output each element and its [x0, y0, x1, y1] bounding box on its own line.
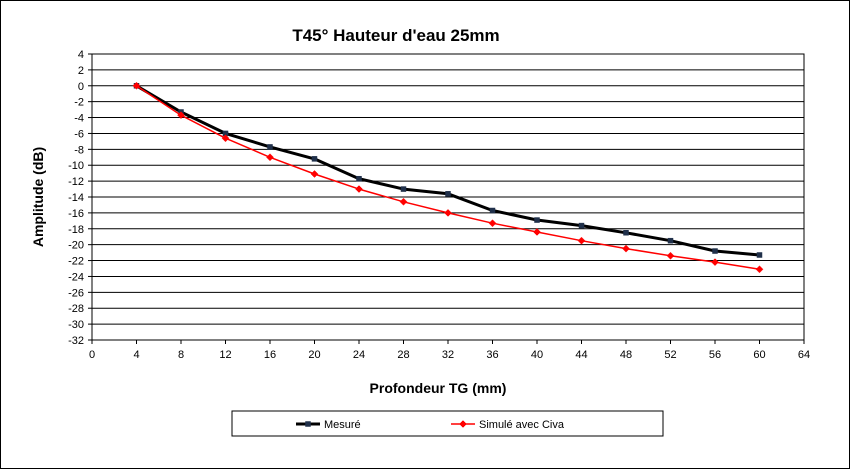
data-point	[399, 197, 408, 206]
chart-title: T45° Hauteur d'eau 25mm	[292, 26, 499, 45]
y-tick-label: -28	[68, 303, 84, 315]
y-tick-labels: 4 2 0 -2 -4 -6 -8 -10 -12 -14 -16 -18 -20 -22 -24 -26 -2…	[68, 49, 84, 347]
y-tick-label: -16	[68, 208, 84, 220]
data-point	[489, 207, 496, 214]
y-tick-label: -18	[68, 224, 84, 236]
data-point	[445, 191, 451, 197]
x-tick-label: 44	[575, 349, 587, 361]
y-tick-label: -20	[68, 240, 84, 252]
x-tick-label: 36	[486, 349, 498, 361]
x-tick-label: 48	[620, 349, 632, 361]
y-tick-label: -26	[68, 287, 84, 299]
x-tick-label: 20	[308, 349, 320, 361]
x-axis-title: Profondeur TG (mm)	[370, 380, 507, 396]
x-tick-label: 24	[353, 349, 365, 361]
x-tick-label: 64	[798, 349, 810, 361]
y-tick-label: -30	[68, 319, 84, 331]
data-point	[310, 170, 319, 178]
data-point	[534, 217, 540, 223]
y-tick-label: 2	[78, 65, 84, 77]
y-tick-label: -6	[74, 128, 84, 140]
x-tick-label: 4	[133, 349, 139, 361]
y-tick-label: -32	[68, 335, 84, 347]
data-point	[177, 111, 185, 120]
y-tick-label: 4	[78, 49, 84, 61]
y-tick-label: -2	[74, 97, 84, 109]
y-tick-label: -8	[74, 144, 84, 156]
x-tick-label: 0	[89, 349, 95, 361]
x-tick-label: 28	[397, 349, 409, 361]
data-point	[578, 222, 585, 229]
data-point	[666, 251, 675, 260]
data-point	[444, 209, 452, 217]
x-tick-label: 32	[442, 349, 454, 361]
x-tick-label: 56	[709, 349, 721, 361]
x-tick-label: 40	[531, 349, 543, 361]
x-tick-label: 16	[264, 349, 276, 361]
data-point	[221, 134, 230, 143]
data-point	[132, 81, 141, 90]
x-tick-label: 52	[664, 349, 676, 361]
data-point	[577, 236, 586, 245]
data-point	[667, 237, 674, 244]
y-tick-label: -14	[68, 192, 84, 204]
legend-label: Mesuré	[324, 419, 361, 431]
legend: Mesuré Simulé avec Civa	[231, 410, 664, 437]
y-axis-title: Amplitude (dB)	[30, 147, 46, 247]
x-tick-label: 12	[219, 349, 231, 361]
series-simule	[132, 81, 764, 274]
data-point	[622, 244, 630, 253]
data-point	[488, 219, 497, 228]
y-tick-label: -22	[68, 256, 84, 268]
data-point	[266, 153, 274, 162]
legend-swatch-marker	[459, 420, 467, 428]
y-tick-label: -10	[68, 160, 84, 172]
y-tick-label: -24	[68, 271, 84, 283]
gridlines	[88, 53, 805, 344]
y-tick-label: -12	[68, 176, 84, 188]
x-tick-label: 60	[753, 349, 765, 361]
series-layer	[132, 81, 764, 274]
data-point	[756, 252, 763, 258]
data-point	[400, 186, 407, 192]
data-point	[355, 185, 363, 193]
data-point	[356, 175, 362, 182]
data-point	[712, 248, 718, 254]
legend-swatch-marker	[305, 421, 311, 427]
legend-label: Simulé avec Civa	[479, 419, 565, 431]
data-point	[311, 156, 318, 162]
data-point	[623, 230, 629, 236]
x-tick-label: 8	[178, 349, 184, 361]
data-point	[711, 258, 719, 266]
data-point	[533, 228, 541, 236]
y-tick-label: -4	[74, 113, 84, 125]
data-point	[267, 144, 273, 150]
y-tick-label: 0	[78, 81, 84, 93]
data-point	[755, 265, 764, 274]
x-tick-labels: 0 4 8 12 16 20 24 28 32 36 40 44 48 52 56 60 64	[89, 349, 810, 361]
